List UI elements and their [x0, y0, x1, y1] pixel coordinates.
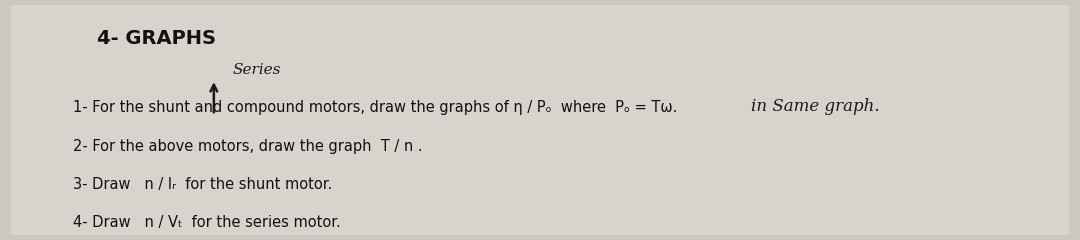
Text: Series: Series — [232, 63, 281, 77]
Text: in Same graph.: in Same graph. — [751, 98, 879, 115]
Text: 4- GRAPHS: 4- GRAPHS — [97, 29, 216, 48]
Text: 3- Draw   n / Iᵣ  for the shunt motor.: 3- Draw n / Iᵣ for the shunt motor. — [73, 177, 333, 192]
Text: 1- For the shunt and compound motors, draw the graphs of η / Pₒ  where  Pₒ = Tω.: 1- For the shunt and compound motors, dr… — [73, 100, 687, 115]
FancyBboxPatch shape — [11, 5, 1069, 235]
Text: 4- Draw   n / Vₜ  for the series motor.: 4- Draw n / Vₜ for the series motor. — [73, 216, 341, 230]
Text: 2- For the above motors, draw the graph  T / n .: 2- For the above motors, draw the graph … — [73, 139, 423, 154]
